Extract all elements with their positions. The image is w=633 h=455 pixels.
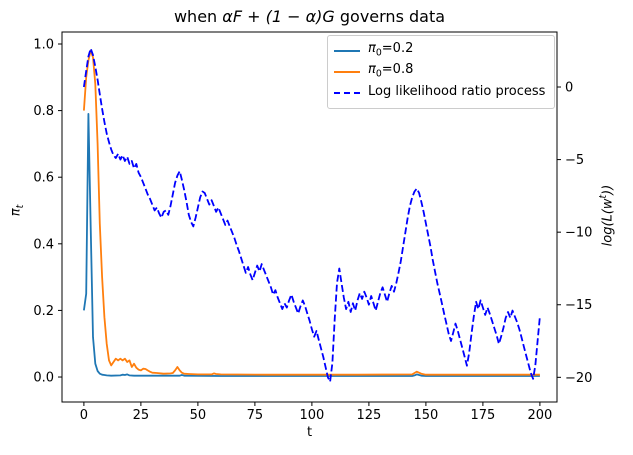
x-axis-label: t xyxy=(306,425,313,440)
plot-border xyxy=(61,31,558,403)
y-right-tick-label: −20 xyxy=(565,371,592,386)
legend-label: π0=0.2 xyxy=(368,40,414,59)
y-left-tick-label: 0.0 xyxy=(33,371,54,386)
legend-item: Log likelihood ratio process xyxy=(334,84,548,104)
title-text-pre: when xyxy=(173,7,223,26)
y-left-label-sub: t xyxy=(15,204,27,209)
y-right-tick-label: −5 xyxy=(565,153,584,168)
x-tick-label: 100 xyxy=(299,408,324,423)
legend-line-sample-llr xyxy=(334,92,360,95)
x-tick-label: 0 xyxy=(80,408,88,423)
y-left-label-base: π xyxy=(8,208,24,217)
y-right-label-sup: t xyxy=(598,194,610,199)
x-tick-label: 50 xyxy=(190,408,207,423)
y-axis-left-label: πt xyxy=(8,180,27,242)
legend-item: π0=0.8 xyxy=(334,62,548,82)
x-tick-label: 150 xyxy=(413,408,438,423)
y-right-label-post: )) xyxy=(600,184,616,195)
legend-line-sample-pi08 xyxy=(334,70,360,73)
series-line-00.8 xyxy=(83,49,540,376)
y-left-tick-label: 1.0 xyxy=(33,37,54,52)
x-tick-label: 175 xyxy=(470,408,495,423)
legend: π0=0.2 π0=0.8 Log likelihood ratio proce… xyxy=(327,35,555,109)
chart-title: when αF + (1 − α)G governs data xyxy=(62,7,557,27)
y-left-tick-label: 0.6 xyxy=(33,171,54,186)
x-tick-label: 75 xyxy=(247,408,264,423)
y-right-tick-label: −10 xyxy=(565,226,592,241)
x-tick-label: 25 xyxy=(133,408,150,423)
x-tick-label: 200 xyxy=(527,408,552,423)
y-right-label-pre: log(L(w xyxy=(600,198,616,247)
y-axis-right-label: log(L(wt)) xyxy=(599,170,616,262)
title-math: αF + (1 − α)G xyxy=(222,7,335,26)
series-line-llr xyxy=(83,47,541,383)
title-text-post: governs data xyxy=(334,7,446,26)
legend-item: π0=0.2 xyxy=(334,41,548,61)
legend-label: π0=0.8 xyxy=(368,62,414,80)
y-right-tick-label: −15 xyxy=(565,298,592,313)
series-line-00.2 xyxy=(83,113,540,377)
y-left-tick-label: 0.4 xyxy=(33,237,54,252)
y-left-tick-label: 0.2 xyxy=(33,304,54,319)
y-right-tick-label: 0 xyxy=(565,81,573,96)
legend-label: Log likelihood ratio process xyxy=(368,83,546,99)
y-left-tick-label: 0.8 xyxy=(33,104,54,119)
x-tick-label: 125 xyxy=(356,408,381,423)
legend-line-sample-pi02 xyxy=(334,49,360,52)
